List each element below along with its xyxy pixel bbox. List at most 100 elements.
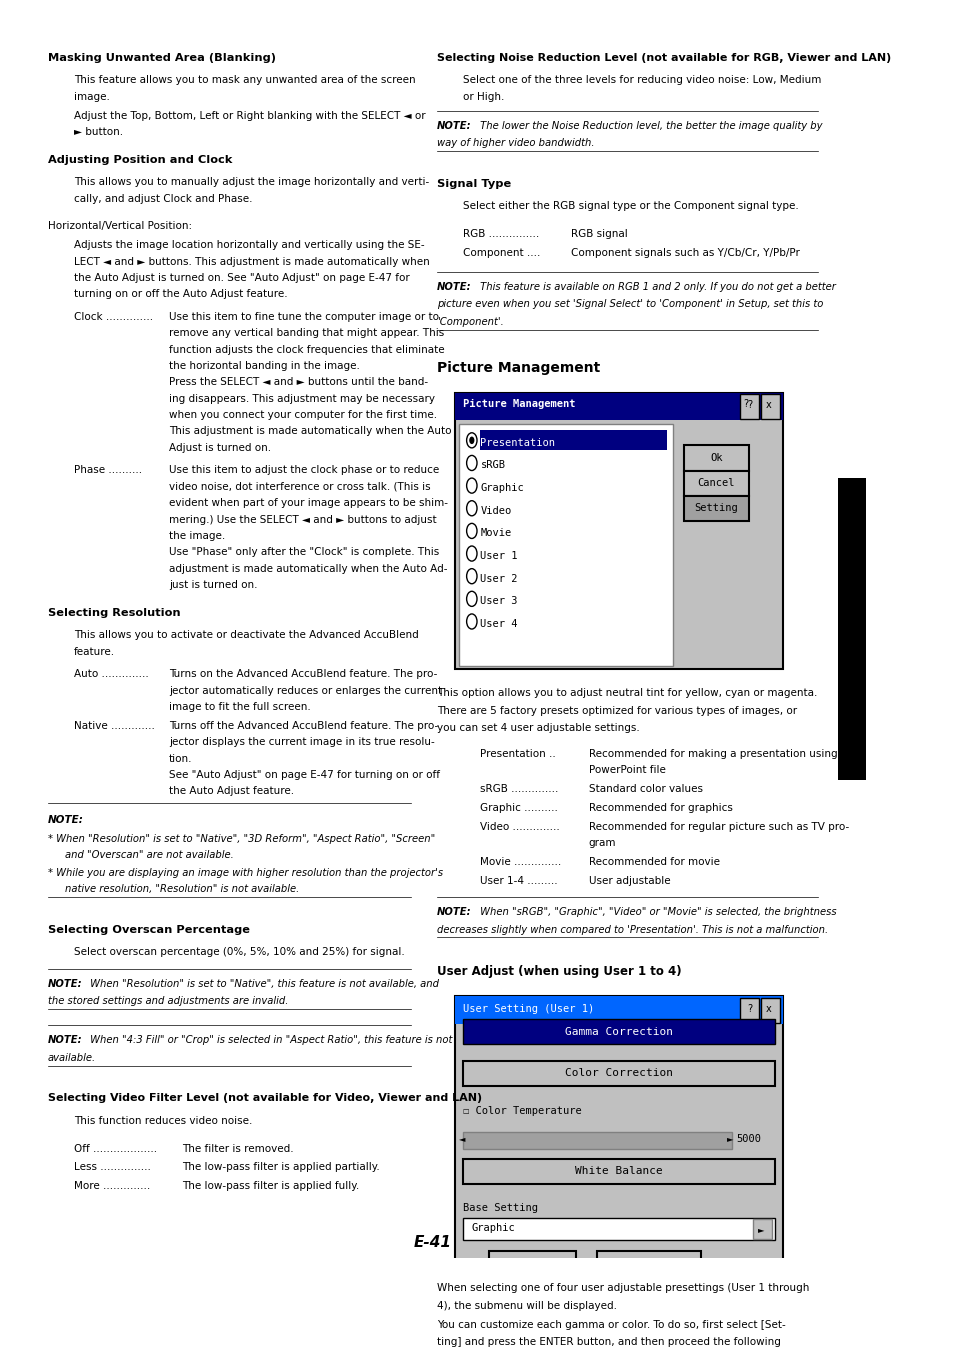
Text: 5000: 5000 — [735, 1134, 760, 1143]
Text: Press the SELECT ◄ and ► buttons until the band-: Press the SELECT ◄ and ► buttons until t… — [169, 377, 428, 387]
Text: Turns on the Advanced AccuBlend feature. The pro-: Turns on the Advanced AccuBlend feature.… — [169, 670, 436, 679]
Text: Use "Phase" only after the "Clock" is complete. This: Use "Phase" only after the "Clock" is co… — [169, 547, 438, 557]
Text: You can customize each gamma or color. To do so, first select [Set-: You can customize each gamma or color. T… — [436, 1320, 785, 1329]
Text: User 4: User 4 — [480, 619, 517, 630]
Text: jector displays the current image in its true resolu-: jector displays the current image in its… — [169, 737, 435, 747]
Text: More ..............: More .............. — [73, 1181, 150, 1192]
Text: the image.: the image. — [169, 531, 225, 541]
Text: Ok: Ok — [709, 453, 721, 462]
Text: just is turned on.: just is turned on. — [169, 580, 257, 590]
Text: Component ....: Component .... — [462, 248, 540, 257]
Text: This allows you to activate or deactivate the Advanced AccuBlend: This allows you to activate or deactivat… — [73, 631, 418, 640]
Text: This adjustment is made automatically when the Auto: This adjustment is made automatically wh… — [169, 426, 451, 437]
Text: x: x — [765, 400, 771, 410]
Text: tion.: tion. — [169, 754, 193, 763]
Text: NOTE:: NOTE: — [48, 816, 84, 825]
Text: mering.) Use the SELECT ◄ and ► buttons to adjust: mering.) Use the SELECT ◄ and ► buttons … — [169, 515, 436, 524]
Text: Horizontal/Vertical Position:: Horizontal/Vertical Position: — [48, 221, 192, 232]
Text: image to fit the full screen.: image to fit the full screen. — [169, 702, 311, 712]
Text: Turns off the Advanced AccuBlend feature. The pro-: Turns off the Advanced AccuBlend feature… — [169, 721, 437, 731]
Text: Gamma Correction: Gamma Correction — [564, 1027, 672, 1037]
Text: * While you are displaying an image with higher resolution than the projector's: * While you are displaying an image with… — [48, 868, 442, 878]
Bar — [740, 394, 759, 419]
Text: There are 5 factory presets optimized for various types of images, or: There are 5 factory presets optimized fo… — [436, 706, 797, 716]
Text: Picture Management: Picture Management — [462, 399, 575, 408]
Text: sRGB: sRGB — [480, 461, 505, 470]
Text: Recommended for graphics: Recommended for graphics — [588, 802, 732, 813]
Bar — [458, 425, 672, 666]
Bar — [837, 479, 864, 780]
Text: you can set 4 user adjustable settings.: you can set 4 user adjustable settings. — [436, 724, 639, 733]
Bar — [740, 998, 759, 1023]
Text: PowerPoint file: PowerPoint file — [588, 764, 665, 775]
Text: remove any vertical banding that might appear. This: remove any vertical banding that might a… — [169, 329, 443, 338]
Text: Graphic ..........: Graphic .......... — [480, 802, 558, 813]
Text: Movie ..............: Movie .............. — [480, 857, 561, 867]
Text: E-41: E-41 — [414, 1235, 452, 1251]
Text: Recommended for making a presentation using a: Recommended for making a presentation us… — [588, 748, 846, 759]
FancyBboxPatch shape — [462, 1159, 774, 1184]
Text: White Balance: White Balance — [575, 1166, 662, 1177]
Text: RGB signal: RGB signal — [571, 229, 627, 239]
Text: gram: gram — [588, 838, 616, 848]
Text: ►: ► — [726, 1134, 733, 1143]
Text: Standard color values: Standard color values — [588, 783, 702, 794]
Text: Graphic: Graphic — [480, 483, 524, 493]
Text: Off ...................: Off ................... — [73, 1143, 156, 1154]
FancyBboxPatch shape — [454, 996, 782, 1260]
Text: User Setting (User 1): User Setting (User 1) — [462, 1004, 594, 1014]
Text: Select either the RGB signal type or the Component signal type.: Select either the RGB signal type or the… — [462, 201, 798, 212]
Text: This feature is available on RGB 1 and 2 only. If you do not get a better: This feature is available on RGB 1 and 2… — [476, 282, 835, 291]
Text: LECT ◄ and ► buttons. This adjustment is made automatically when: LECT ◄ and ► buttons. This adjustment is… — [73, 256, 429, 267]
FancyBboxPatch shape — [683, 470, 748, 496]
Text: ing disappears. This adjustment may be necessary: ing disappears. This adjustment may be n… — [169, 394, 435, 404]
Text: Video: Video — [480, 506, 511, 516]
Text: This feature allows you to mask any unwanted area of the screen: This feature allows you to mask any unwa… — [73, 75, 415, 85]
Text: adjustment is made automatically when the Auto Ad-: adjustment is made automatically when th… — [169, 563, 447, 574]
Text: This allows you to manually adjust the image horizontally and verti-: This allows you to manually adjust the i… — [73, 178, 429, 187]
Text: Selecting Resolution: Selecting Resolution — [48, 608, 180, 617]
Text: native resolution, "Resolution" is not available.: native resolution, "Resolution" is not a… — [65, 884, 299, 895]
FancyBboxPatch shape — [683, 445, 748, 470]
Text: The low-pass filter is applied fully.: The low-pass filter is applied fully. — [182, 1181, 358, 1192]
Text: User 1-4 .........: User 1-4 ......... — [480, 876, 558, 886]
Text: 'Component'.: 'Component'. — [436, 317, 503, 328]
Text: feature.: feature. — [73, 647, 114, 656]
Text: Presentation: Presentation — [480, 438, 555, 448]
Text: the Auto Adjust is turned on. See "Auto Adjust" on page E-47 for: the Auto Adjust is turned on. See "Auto … — [73, 274, 409, 283]
Text: NOTE:: NOTE: — [436, 907, 472, 917]
Text: ?: ? — [743, 399, 748, 408]
Text: Phase ..........: Phase .......... — [73, 465, 142, 476]
Text: Auto ..............: Auto .............. — [73, 670, 148, 679]
Text: Select overscan percentage (0%, 5%, 10% and 25%) for signal.: Select overscan percentage (0%, 5%, 10% … — [73, 948, 404, 957]
Text: ☐ Color Temperature: ☐ Color Temperature — [462, 1105, 581, 1116]
FancyBboxPatch shape — [454, 392, 782, 421]
Bar — [753, 1219, 771, 1239]
Text: Native .............: Native ............. — [73, 721, 154, 731]
Text: User 3: User 3 — [480, 596, 517, 607]
Text: Recommended for regular picture such as TV pro-: Recommended for regular picture such as … — [588, 821, 848, 832]
Text: NOTE:: NOTE: — [48, 979, 82, 989]
Text: RGB ...............: RGB ............... — [462, 229, 538, 239]
Circle shape — [469, 437, 474, 443]
Text: User 2: User 2 — [480, 574, 517, 584]
Text: User adjustable: User adjustable — [588, 876, 670, 886]
Text: When "sRGB", "Graphic", "Video" or "Movie" is selected, the brightness: When "sRGB", "Graphic", "Video" or "Movi… — [476, 907, 836, 917]
Text: NOTE:: NOTE: — [436, 121, 472, 131]
Text: Component signals such as Y/Cb/Cr, Y/Pb/Pr: Component signals such as Y/Cb/Cr, Y/Pb/… — [571, 248, 800, 257]
Text: ◄: ◄ — [458, 1134, 465, 1143]
Text: jector automatically reduces or enlarges the current: jector automatically reduces or enlarges… — [169, 686, 441, 696]
Text: Selecting Overscan Percentage: Selecting Overscan Percentage — [48, 925, 250, 934]
Text: This function reduces video noise.: This function reduces video noise. — [73, 1116, 252, 1126]
Text: decreases slightly when compared to 'Presentation'. This is not a malfunction.: decreases slightly when compared to 'Pre… — [436, 925, 827, 934]
Text: * When "Resolution" is set to "Native", "3D Reform", "Aspect Ratio", "Screen": * When "Resolution" is set to "Native", … — [48, 834, 435, 844]
Text: cally, and adjust Clock and Phase.: cally, and adjust Clock and Phase. — [73, 194, 252, 204]
Text: ►: ► — [757, 1224, 763, 1233]
Text: When "4:3 Fill" or "Crop" is selected in "Aspect Ratio", this feature is not: When "4:3 Fill" or "Crop" is selected in… — [88, 1035, 453, 1046]
Text: and "Overscan" are not available.: and "Overscan" are not available. — [65, 851, 233, 860]
Text: ting] and press the ENTER button, and then proceed the following: ting] and press the ENTER button, and th… — [436, 1337, 781, 1348]
Text: When "Resolution" is set to "Native", this feature is not available, and: When "Resolution" is set to "Native", th… — [88, 979, 439, 989]
Bar — [462, 1132, 731, 1148]
Text: The lower the Noise Reduction level, the better the image quality by: The lower the Noise Reduction level, the… — [476, 121, 821, 131]
Text: Less ...............: Less ............... — [73, 1162, 151, 1173]
